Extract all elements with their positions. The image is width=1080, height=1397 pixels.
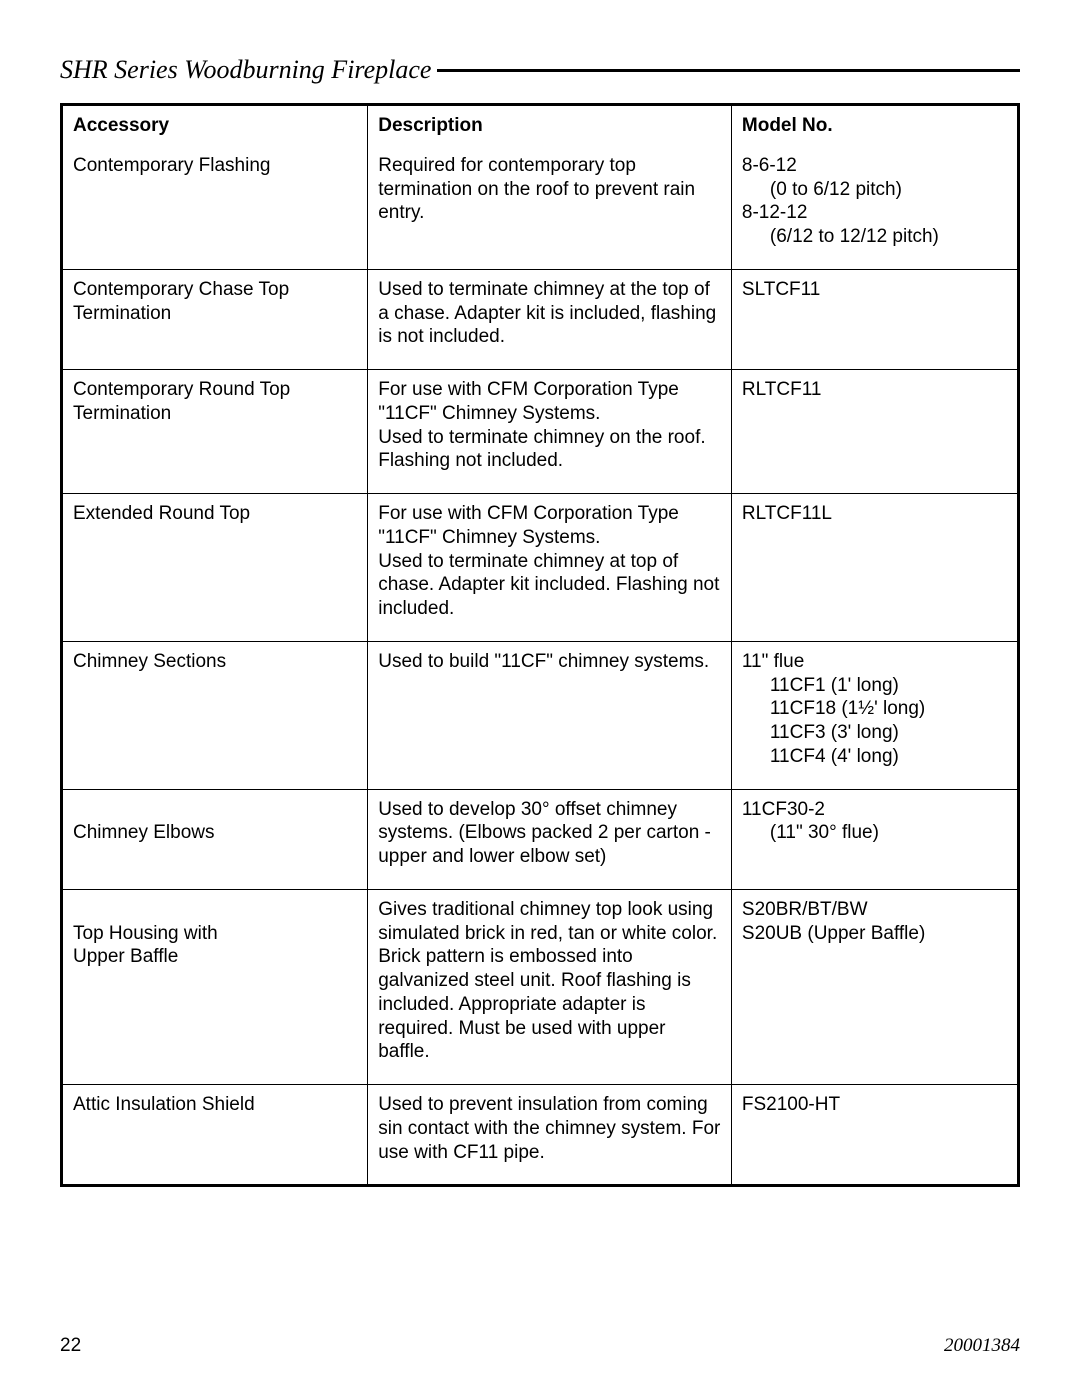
page-number: 22 [60, 1335, 81, 1357]
cell-description: For use with CFM Corporation Type "11CF"… [368, 494, 732, 642]
page-footer: 22 20001384 [60, 1335, 1020, 1357]
cell-accessory: Chimney Sections [62, 641, 368, 789]
doc-number: 20001384 [944, 1335, 1020, 1357]
cell-accessory: Extended Round Top [62, 494, 368, 642]
table-row: Contemporary Round Top TerminationFor us… [62, 370, 1019, 494]
cell-model: RLTCF11L [731, 494, 1018, 642]
table-row: Top Housing withUpper BaffleGives tradit… [62, 889, 1019, 1084]
cell-description: Required for contemporary top terminatio… [368, 146, 732, 270]
page-title: SHR Series Woodburning Fireplace [60, 55, 431, 85]
cell-accessory: Contemporary Round Top Termination [62, 370, 368, 494]
cell-accessory: Contemporary Flashing [62, 146, 368, 270]
page-header: SHR Series Woodburning Fireplace [60, 55, 1020, 85]
cell-model: 8-6-12(0 to 6/12 pitch)8-12-12(6/12 to 1… [731, 146, 1018, 270]
table-header-row: Accessory Description Model No. [62, 105, 1019, 146]
accessory-table: Accessory Description Model No. Contempo… [60, 103, 1020, 1187]
cell-description: Used to prevent insulation from coming s… [368, 1085, 732, 1186]
table-row: Chimney ElbowsUsed to develop 30° offset… [62, 789, 1019, 889]
cell-accessory: Contemporary Chase Top Termination [62, 269, 368, 369]
cell-accessory: Attic Insulation Shield [62, 1085, 368, 1186]
cell-description: Gives traditional chimney top look using… [368, 889, 732, 1084]
table-row: Contemporary Chase Top TerminationUsed t… [62, 269, 1019, 369]
table-row: Attic Insulation ShieldUsed to prevent i… [62, 1085, 1019, 1186]
cell-accessory: Chimney Elbows [62, 789, 368, 889]
col-accessory: Accessory [62, 105, 368, 146]
cell-description: For use with CFM Corporation Type "11CF"… [368, 370, 732, 494]
col-description: Description [368, 105, 732, 146]
table-row: Chimney SectionsUsed to build "11CF" chi… [62, 641, 1019, 789]
cell-model: S20BR/BT/BWS20UB (Upper Baffle) [731, 889, 1018, 1084]
header-rule [437, 69, 1020, 72]
cell-description: Used to terminate chimney at the top of … [368, 269, 732, 369]
table-row: Extended Round TopFor use with CFM Corpo… [62, 494, 1019, 642]
cell-accessory: Top Housing withUpper Baffle [62, 889, 368, 1084]
cell-description: Used to build "11CF" chimney systems. [368, 641, 732, 789]
cell-description: Used to develop 30° offset chimney syste… [368, 789, 732, 889]
cell-model: 11" flue11CF1 (1' long)11CF18 (1½' long)… [731, 641, 1018, 789]
table-row: Contemporary FlashingRequired for contem… [62, 146, 1019, 270]
cell-model: RLTCF11 [731, 370, 1018, 494]
cell-model: 11CF30-2(11" 30° flue) [731, 789, 1018, 889]
cell-model: SLTCF11 [731, 269, 1018, 369]
col-model: Model No. [731, 105, 1018, 146]
cell-model: FS2100-HT [731, 1085, 1018, 1186]
